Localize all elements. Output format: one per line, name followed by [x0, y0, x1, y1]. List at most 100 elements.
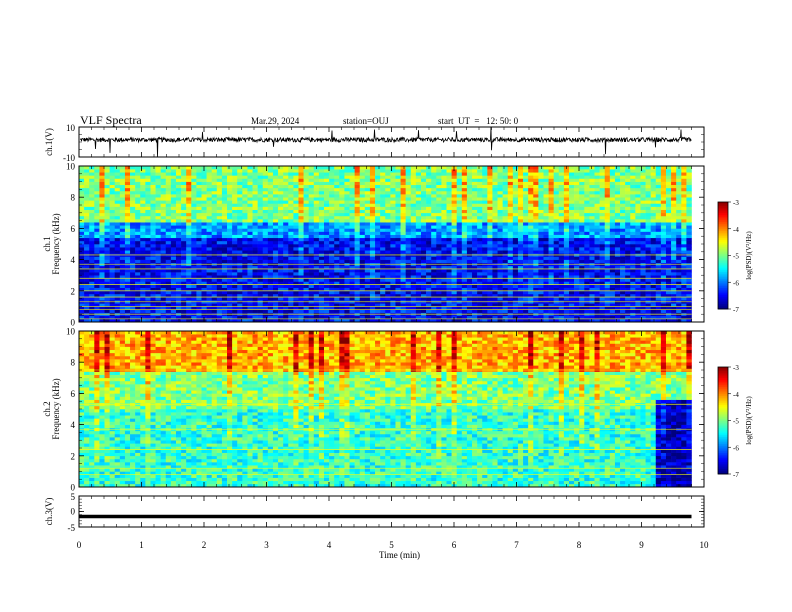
- spectrogram-cell: [175, 250, 182, 254]
- spectrogram-cell: [512, 225, 519, 229]
- spectrogram-cell: [216, 231, 223, 235]
- spectrogram-cell: [308, 190, 315, 195]
- spectrogram-cell: [472, 297, 478, 301]
- spectrogram-cell: [130, 166, 136, 170]
- spectrogram-cell: [247, 203, 253, 207]
- spectrogram-cell: [242, 275, 248, 279]
- spectrogram-cell: [104, 237, 110, 242]
- spectrogram-cell: [349, 169, 355, 173]
- spectrogram-cell: [507, 187, 514, 192]
- spectrogram-cell: [563, 206, 570, 210]
- spectrogram-cell: [436, 228, 442, 232]
- spectrogram-cell: [288, 215, 294, 220]
- spectrogram-cell: [446, 284, 452, 288]
- spectrogram-cell: [553, 315, 560, 320]
- spectrogram-cell: [165, 222, 172, 226]
- spectrogram-cell: [329, 181, 335, 186]
- spectrogram-cell: [313, 184, 320, 189]
- spectrogram-cell: [247, 215, 253, 220]
- spectrogram-cell: [349, 247, 355, 251]
- spectrogram-cell: [451, 190, 457, 195]
- spectrogram-cell: [242, 175, 248, 179]
- spectrogram-cell: [502, 287, 509, 292]
- spectrogram-cell: [543, 303, 549, 307]
- spectrogram-cell: [308, 256, 315, 260]
- spectrogram-cell: [446, 265, 452, 270]
- spectrogram-cell: [569, 178, 575, 182]
- spectrogram-cell: [472, 265, 478, 270]
- spectrogram-cell: [507, 265, 514, 270]
- spectrogram-cell: [130, 212, 136, 217]
- spectrogram-cell: [354, 272, 361, 276]
- spectrogram-cell: [201, 275, 207, 279]
- spectrogram-cell: [436, 225, 442, 229]
- spectrogram-cell: [272, 278, 279, 282]
- spectrogram-cell: [278, 212, 284, 217]
- spectrogram-cell: [359, 197, 366, 201]
- spectrogram-cell: [324, 219, 330, 223]
- spectrogram-cell: [517, 315, 524, 320]
- spectrogram-cell: [517, 169, 524, 173]
- spectrogram-cell: [145, 247, 151, 251]
- spectrogram-cell: [191, 287, 197, 292]
- spectrogram-cell: [528, 181, 534, 186]
- spectrogram-cell: [339, 268, 345, 273]
- spectrogram-cell: [186, 247, 192, 251]
- spectrogram-cell: [395, 265, 401, 270]
- spectrogram-cell: [487, 175, 493, 179]
- spectrogram-cell: [257, 268, 264, 273]
- spectrogram-cell: [221, 166, 228, 170]
- spectrogram-cell: [201, 203, 207, 207]
- spectrogram-cell: [487, 215, 493, 220]
- spectrogram-cell: [466, 215, 473, 220]
- spectrogram-cell: [487, 284, 493, 288]
- spectrogram-cell: [221, 181, 228, 186]
- spectrogram-cell: [426, 212, 432, 217]
- spectrogram-cell: [354, 306, 361, 310]
- spectrogram-cell: [293, 178, 299, 182]
- spectrogram-cell: [380, 219, 386, 223]
- spectrogram-cell: [492, 278, 498, 282]
- spectrogram-cell: [558, 212, 565, 217]
- spectrogram-cell: [523, 318, 529, 323]
- spectrogram-cell: [227, 166, 233, 170]
- spectrogram-cell: [415, 318, 422, 323]
- spectrogram-cell: [267, 281, 274, 285]
- spectrogram-cell: [308, 247, 315, 251]
- spectrogram-cell: [446, 206, 452, 210]
- spectrogram-cell: [257, 172, 264, 176]
- spectrogram-cell: [415, 293, 422, 298]
- spectrogram-cell: [155, 200, 161, 204]
- spectrogram-cell: [135, 256, 141, 260]
- spectrogram-cell: [426, 272, 432, 276]
- spectrogram-cell: [257, 219, 264, 223]
- spectrogram-cell: [339, 244, 345, 248]
- spectrogram-cell: [528, 287, 534, 292]
- spectrogram-cell: [477, 250, 483, 254]
- spectrogram-cell: [232, 209, 238, 214]
- spectrogram-cell: [446, 166, 452, 170]
- spectrogram-cell: [569, 190, 575, 195]
- spectrogram-cell: [329, 290, 335, 295]
- spectrogram-cell: [517, 318, 524, 323]
- spectrogram-cell: [385, 244, 391, 248]
- spectrogram-cell: [257, 187, 264, 192]
- spectrogram-cell: [262, 259, 269, 264]
- spectrogram-cell: [375, 169, 381, 173]
- spectrogram-cell: [247, 212, 253, 217]
- spectrogram-cell: [553, 209, 560, 214]
- spectrogram-cell: [79, 194, 85, 198]
- spectrogram-cell: [119, 166, 126, 170]
- spectrogram-cell: [227, 219, 233, 223]
- spectrogram-cell: [477, 200, 483, 204]
- spectrogram-cell: [477, 219, 483, 223]
- spectrogram-cell: [420, 281, 427, 285]
- spectrogram-cell: [548, 215, 554, 220]
- spectrogram-cell: [257, 293, 264, 298]
- spectrogram-cell: [267, 203, 274, 207]
- spectrogram-cell: [89, 237, 95, 242]
- spectrogram-cell: [170, 293, 177, 298]
- spectrogram-cell: [262, 228, 269, 232]
- spectrogram-cell: [104, 284, 110, 288]
- spectrogram-cell: [512, 172, 519, 176]
